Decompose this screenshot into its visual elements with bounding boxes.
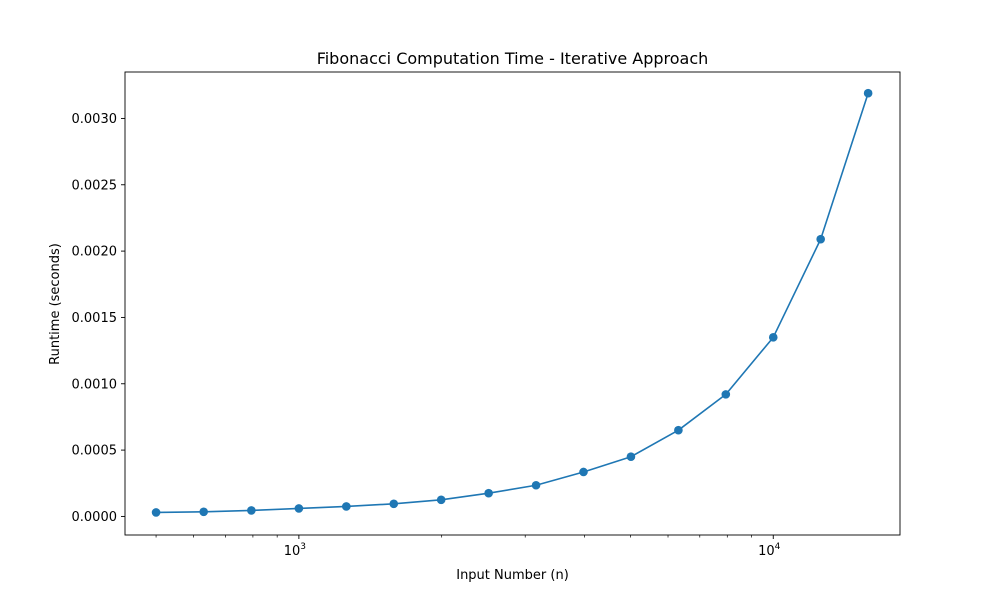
data-point: [816, 234, 825, 244]
data-point: [674, 425, 683, 435]
data-point: [626, 452, 636, 462]
data-point: [768, 333, 778, 342]
y-tick-label: 0.0005: [72, 444, 118, 459]
chart-title: Fibonacci Computation Time - Iterative A…: [317, 49, 709, 68]
y-axis-label: Runtime (seconds): [48, 243, 63, 365]
y-tick-label: 0.0025: [72, 178, 118, 193]
data-point: [484, 488, 493, 498]
x-tick-label: 104: [758, 542, 781, 559]
plot-area: [151, 88, 873, 517]
y-tick-label: 0.0000: [72, 510, 118, 525]
plot-frame: [124, 71, 901, 536]
data-point: [247, 506, 256, 515]
x-tick-label: 103: [284, 542, 306, 559]
data-point: [531, 480, 541, 490]
data-point: [389, 499, 399, 509]
y-tick-label: 0.0030: [72, 112, 118, 127]
y-tick-label: 0.0020: [72, 245, 118, 260]
data-point: [294, 504, 304, 513]
data-point: [579, 467, 588, 477]
data-point: [721, 390, 731, 399]
x-axis-label: Input Number (n): [456, 568, 569, 583]
axes: 0.0000 0.0005 0.0010 0.0015 0.0020 0.0025 0.00…: [72, 71, 901, 559]
series-line: [156, 92, 869, 514]
y-tick-label: 0.0015: [72, 311, 118, 326]
data-point: [151, 508, 161, 517]
data-point: [342, 502, 351, 511]
y-tick-label: 0.0010: [72, 377, 118, 392]
data-point: [863, 88, 873, 98]
data-point: [436, 495, 446, 505]
data-point: [199, 507, 208, 517]
